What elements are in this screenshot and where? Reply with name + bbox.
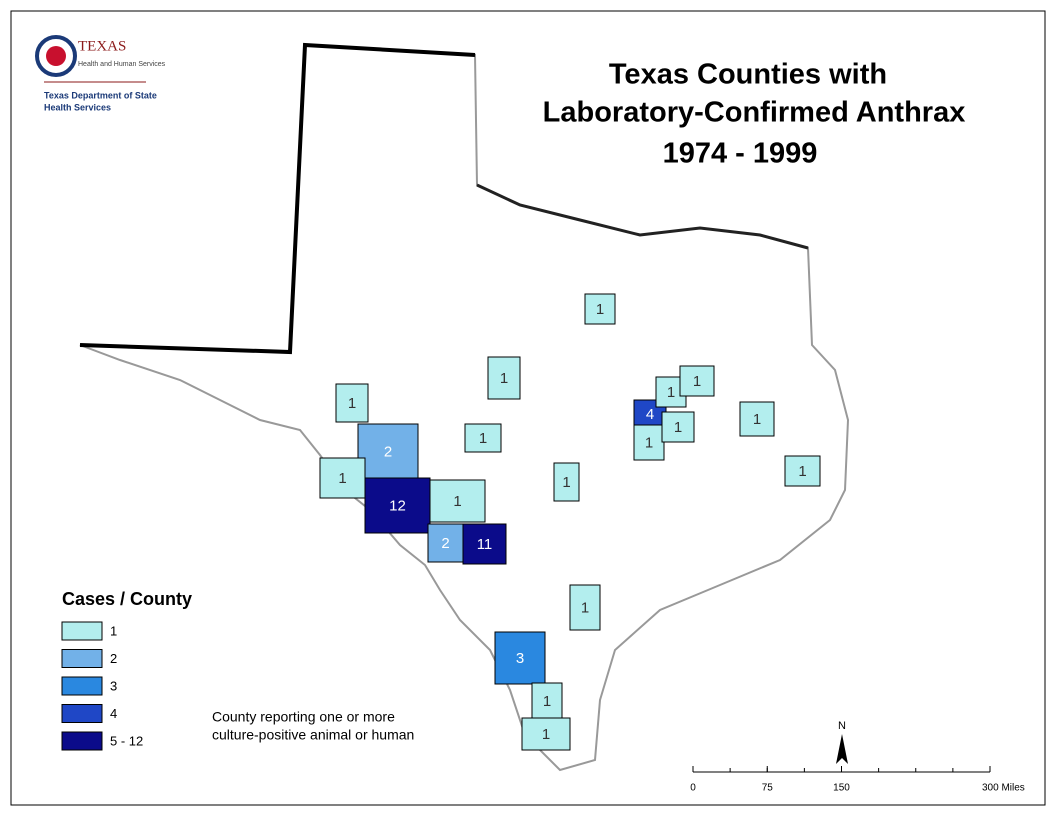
title-line: Texas Counties with (609, 59, 887, 91)
county-label: 1 (453, 493, 461, 510)
county-label: 1 (479, 430, 487, 447)
county-label: 1 (543, 693, 551, 710)
logo-star (46, 46, 66, 66)
legend-swatch (61, 731, 103, 751)
county-label: 1 (798, 463, 806, 480)
legend-label: 2 (110, 651, 117, 666)
county (661, 411, 695, 443)
county (429, 479, 486, 523)
county-label: 1 (596, 301, 604, 318)
county-label: 2 (441, 535, 449, 552)
county (494, 631, 546, 685)
title-line: Laboratory-Confirmed Anthrax (543, 97, 966, 129)
red-river (476, 183, 809, 250)
county-label: 1 (674, 419, 682, 436)
legend-label: 4 (110, 706, 117, 721)
county-label: 2 (384, 443, 392, 460)
county-label: 1 (348, 395, 356, 412)
legend-label: 3 (110, 678, 117, 693)
county (584, 293, 616, 325)
state-border (79, 42, 476, 355)
county-label: 1 (693, 373, 701, 390)
north-arrow (836, 734, 848, 764)
county-label: 1 (500, 370, 508, 387)
county-label: 4 (646, 406, 654, 423)
legend-swatch (61, 621, 103, 641)
county (364, 477, 431, 534)
title-line: 1974 - 1999 (663, 138, 818, 170)
county-label: 3 (516, 650, 524, 667)
legend-swatch (61, 649, 103, 668)
county (679, 365, 715, 397)
county (464, 423, 502, 453)
legend-swatch (61, 676, 103, 696)
scale-label: 75 (762, 783, 774, 794)
county (521, 717, 571, 751)
county-label: 1 (753, 411, 761, 428)
logo-agency-sub: Health and Human Services (78, 61, 166, 68)
legend-swatch (61, 704, 103, 723)
scale-label: 0 (690, 783, 696, 794)
county (531, 682, 563, 720)
scale-bar: 0 75 150 300 Miles (690, 766, 1025, 794)
county-label: 1 (645, 434, 653, 451)
county (335, 383, 369, 423)
legend-label: 1 (110, 623, 117, 638)
county (427, 523, 464, 563)
note-line: culture-positive animal or human (212, 727, 414, 743)
county-label: 1 (581, 599, 589, 616)
county-label: 1 (338, 470, 346, 487)
department-line: Texas Department of State (44, 90, 157, 100)
note-line: County reporting one or more (212, 709, 395, 725)
county-label: 1 (562, 474, 570, 491)
county-label: 12 (389, 497, 406, 514)
county (739, 401, 775, 437)
logo-agency: TEXAS (78, 38, 126, 54)
legend-label: 5 - 12 (110, 733, 143, 748)
legend: 1 2 3 4 5 - 12 (61, 621, 143, 751)
department-line: Health Services (44, 102, 111, 112)
north-label: N (838, 720, 846, 732)
legend-title: Cases / County (62, 589, 192, 609)
county (487, 356, 521, 400)
county (462, 523, 507, 565)
scale-label: 150 (833, 783, 850, 794)
county-label: 11 (477, 536, 493, 553)
county (784, 455, 821, 487)
county (553, 462, 580, 502)
scale-label: 300 Miles (982, 783, 1025, 794)
county (569, 584, 601, 631)
county-label: 1 (542, 726, 550, 743)
county-label: 1 (667, 384, 675, 401)
